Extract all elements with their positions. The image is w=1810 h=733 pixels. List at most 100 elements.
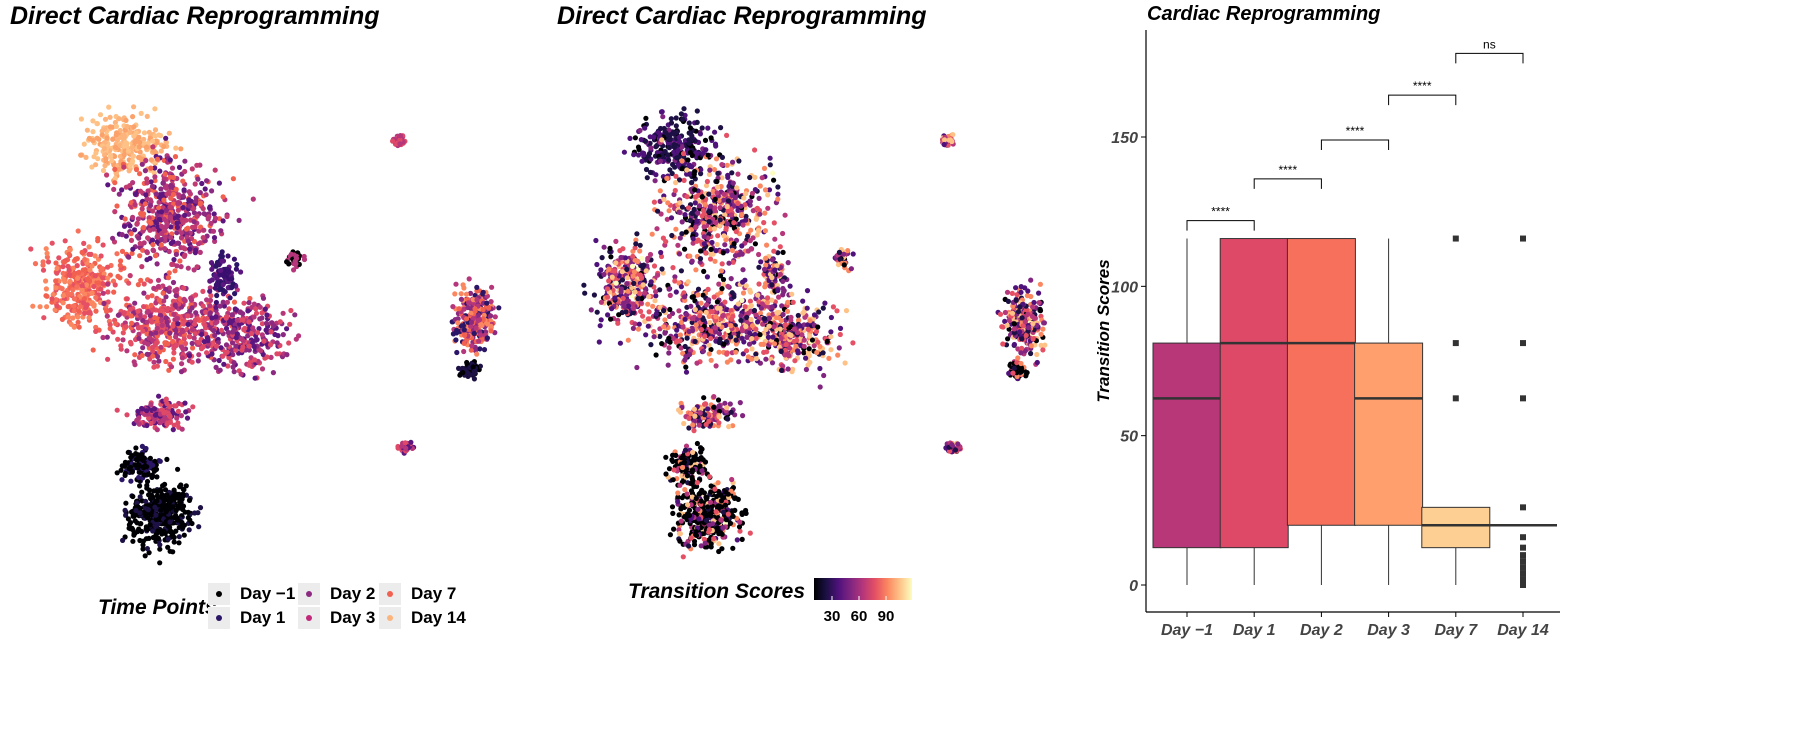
umap-point (154, 239, 160, 245)
umap-point (186, 189, 192, 195)
umap-point (127, 129, 133, 135)
umap-point (170, 279, 177, 286)
umap-point (197, 249, 203, 255)
umap-point (236, 217, 242, 223)
umap-point (204, 233, 210, 239)
umap-point (191, 219, 197, 225)
umap-point (150, 144, 156, 150)
umap-point (169, 261, 175, 267)
umap-point (203, 192, 209, 198)
umap-point (112, 166, 118, 172)
umap-point (124, 123, 130, 129)
umap-point (186, 203, 192, 209)
umap-point (30, 303, 36, 309)
umap-point (197, 190, 203, 196)
umap-point (174, 224, 180, 230)
umap-point (209, 188, 215, 194)
umap-point (105, 182, 111, 188)
umap-point (100, 167, 107, 174)
umap-point (166, 270, 172, 276)
umap-point (148, 157, 154, 163)
umap-points (28, 104, 502, 566)
umap-point (108, 152, 114, 159)
umap-point (154, 233, 160, 240)
umap-point (174, 220, 180, 226)
umap-point (146, 219, 152, 225)
umap-point (158, 186, 164, 192)
umap-point (137, 139, 143, 145)
umap-point (138, 110, 144, 116)
umap-point (106, 104, 112, 110)
umap-point (167, 157, 173, 163)
umap-point (216, 180, 222, 186)
umap-point (71, 308, 77, 314)
umap-point (153, 191, 159, 197)
umap-point (150, 138, 156, 144)
umap-point (211, 211, 217, 217)
umap-point (161, 143, 167, 150)
umap-point (175, 240, 181, 246)
umap-point (218, 228, 224, 234)
umap-point (155, 277, 162, 283)
umap-point (156, 199, 162, 205)
umap-point (172, 268, 178, 274)
umap-point (110, 235, 116, 241)
umap-point (224, 213, 230, 220)
umap-point (172, 215, 178, 221)
umap-point (170, 239, 176, 245)
umap-point (141, 140, 147, 146)
umap-point (205, 216, 211, 222)
umap-point (90, 129, 96, 135)
umap-point (127, 163, 133, 169)
umap-point (185, 265, 191, 271)
umap-point (129, 144, 135, 150)
umap-point (211, 235, 218, 241)
umap-point (189, 224, 195, 230)
umap-point (103, 156, 109, 162)
umap-point (181, 253, 187, 259)
umap-point (152, 178, 158, 184)
umap-point (130, 114, 136, 120)
umap-point (178, 230, 185, 236)
umap-point (114, 137, 120, 143)
umap-point (150, 247, 156, 253)
umap-point (158, 237, 164, 243)
umap-point (56, 255, 62, 261)
umap-point (112, 144, 118, 150)
umap-point (134, 221, 140, 227)
umap-point (168, 195, 174, 201)
umap-point (76, 324, 82, 330)
umap-point (163, 185, 169, 191)
umap-point (182, 168, 188, 175)
umap-point (121, 164, 127, 170)
umap-point (195, 176, 201, 182)
umap-point (94, 120, 100, 127)
umap-point (149, 237, 156, 243)
umap-point (78, 152, 84, 158)
umap-point (112, 119, 118, 126)
umap-point (210, 228, 217, 234)
umap-point (194, 213, 200, 219)
umap-point (174, 263, 180, 269)
umap-point (136, 235, 142, 241)
umap-point (159, 209, 165, 215)
umap-point (81, 141, 87, 147)
umap-point (143, 157, 149, 164)
umap-point (152, 174, 158, 180)
umap-point (141, 240, 147, 246)
umap-point (137, 240, 143, 247)
umap-point (112, 180, 118, 186)
umap-point (212, 215, 219, 221)
umap-point (175, 199, 181, 206)
umap-point (107, 114, 113, 120)
umap-point (116, 191, 122, 197)
umap-point (183, 226, 190, 232)
umap-point (90, 138, 96, 144)
umap-point (121, 143, 127, 149)
umap-point (220, 194, 226, 200)
umap-point (163, 207, 169, 213)
umap-point (129, 250, 135, 256)
umap-point (111, 186, 117, 192)
umap-point (166, 248, 172, 255)
umap-point (131, 104, 137, 110)
